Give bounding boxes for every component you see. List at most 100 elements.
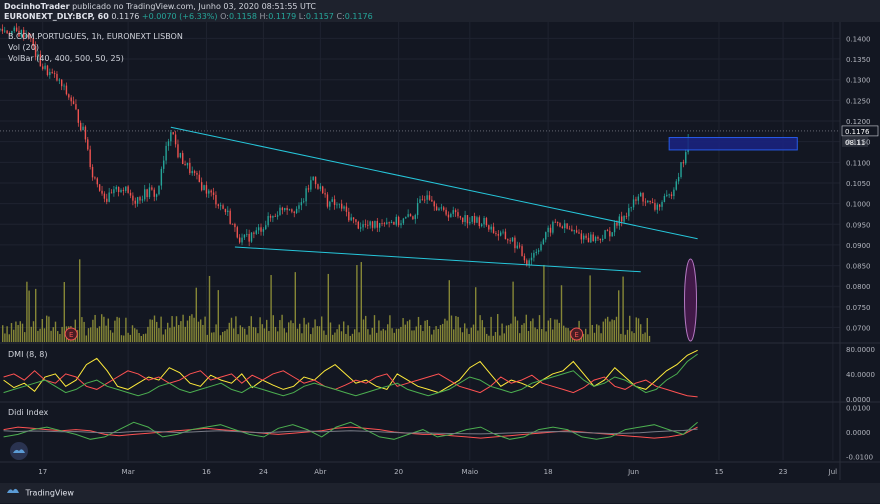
volume-bar xyxy=(272,315,274,342)
candle-body xyxy=(573,230,575,232)
volume-bar xyxy=(468,333,470,342)
volume-bar xyxy=(543,264,545,342)
candle-body xyxy=(307,188,310,190)
volume-bar xyxy=(406,321,409,342)
candle-body xyxy=(198,174,201,183)
price-tick-label: 0.1100 xyxy=(846,159,871,167)
candle-body xyxy=(374,221,376,228)
volume-bar xyxy=(486,333,488,342)
candle-body xyxy=(478,217,481,227)
candle-body xyxy=(395,216,397,225)
volume-bar xyxy=(52,327,54,342)
volume-bar xyxy=(622,276,624,342)
candle-body xyxy=(231,223,234,225)
price-candles xyxy=(0,23,689,269)
volume-bar xyxy=(156,321,158,342)
volume-bar xyxy=(35,288,37,342)
volume-bar xyxy=(57,331,59,342)
volume-bar xyxy=(263,328,266,342)
candle-body xyxy=(509,240,511,242)
low-key: L: xyxy=(298,12,306,21)
time-tick-label: Jul xyxy=(828,468,838,476)
candle-body xyxy=(499,232,502,236)
volume-bar xyxy=(158,328,160,342)
volume-bar xyxy=(332,334,334,342)
volume-bar xyxy=(6,326,8,342)
legend-didi[interactable]: Didi Index xyxy=(8,408,49,417)
volume-bar xyxy=(530,321,532,342)
volume-bar xyxy=(541,329,543,342)
volume-bar xyxy=(233,328,235,342)
candle-body xyxy=(170,132,172,142)
candle-body xyxy=(322,186,324,194)
volume-bar xyxy=(349,335,351,342)
tradingview-logo-icon[interactable] xyxy=(6,483,20,503)
volume-bar xyxy=(171,316,173,342)
axes: 0.0700 0.0750 0.0800 0.0850 0.0900 0.0950 0.10… xyxy=(0,22,880,480)
volume-bar xyxy=(252,327,255,342)
volume-bar xyxy=(325,334,327,342)
price-tick-label: 0.1300 xyxy=(846,77,871,85)
indicator-series-line xyxy=(3,421,698,440)
candle-body xyxy=(129,192,132,196)
candle-body xyxy=(120,189,122,193)
candle-body xyxy=(215,194,217,205)
volume-bar xyxy=(105,325,107,342)
candle-body xyxy=(127,186,129,193)
candle-body xyxy=(345,206,348,212)
volume-bar xyxy=(279,320,281,342)
volume-bar xyxy=(167,322,169,342)
candle-body xyxy=(212,192,215,195)
chart-header: DocinhoTrader publicado no TradingView.c… xyxy=(0,0,880,22)
volume-bar xyxy=(609,321,611,342)
candle-body xyxy=(103,193,106,199)
candle-body xyxy=(117,186,120,193)
candle-body xyxy=(134,200,136,204)
price-tick-label: 0.1000 xyxy=(846,201,871,209)
volume-bar xyxy=(101,314,103,342)
volume-bar xyxy=(501,323,503,342)
symbol-label[interactable]: EURONEXT_DLY:BCP, 60 xyxy=(4,12,109,21)
volume-bar xyxy=(85,335,87,342)
volume-bar xyxy=(87,328,90,342)
volume-bar xyxy=(63,282,65,342)
volume-bar xyxy=(268,330,270,342)
legend-vol[interactable]: Vol (20) xyxy=(8,43,39,52)
legend-volbar[interactable]: VolBar (40, 400, 500, 50, 25) xyxy=(8,54,124,63)
volume-bar xyxy=(37,330,39,342)
volume-bar xyxy=(26,281,28,342)
candle-body xyxy=(476,217,478,223)
candle-body xyxy=(160,168,163,186)
volume-bar xyxy=(336,329,338,342)
volume-bar xyxy=(508,325,510,342)
brand-name[interactable]: TradingView xyxy=(25,488,74,498)
candle-body xyxy=(428,195,431,200)
volume-bar xyxy=(488,335,490,342)
candle-body xyxy=(670,194,673,197)
earnings-event-icon xyxy=(570,327,584,341)
price-tick-label: 0.1050 xyxy=(846,180,871,188)
time-tick-label: 18 xyxy=(544,468,553,476)
candle-body xyxy=(383,223,386,224)
legend-dmi[interactable]: DMI (8, 8) xyxy=(8,350,47,359)
candle-body xyxy=(552,221,554,233)
volume-bar xyxy=(479,315,481,342)
volume-bar xyxy=(514,316,516,342)
candle-body xyxy=(540,244,542,251)
candle-body xyxy=(248,233,250,242)
author-name[interactable]: DocinhoTrader xyxy=(4,2,70,11)
candle-body xyxy=(84,126,87,140)
volume-bar xyxy=(215,324,217,342)
candle-body xyxy=(583,235,585,240)
legend-main[interactable]: B.COM.PORTUGUES, 1h, EURONEXT LISBON xyxy=(8,32,183,41)
chart-overlays: 0.1176 08:11 E E xyxy=(0,125,879,342)
candle-body xyxy=(675,181,677,190)
volume-bar xyxy=(384,330,387,342)
candle-body xyxy=(193,171,196,173)
candle-body xyxy=(312,176,314,181)
candle-body xyxy=(305,188,307,202)
volume-bar xyxy=(136,329,138,342)
volume-bar xyxy=(184,326,186,342)
open-value: 0.1158 xyxy=(228,12,257,21)
